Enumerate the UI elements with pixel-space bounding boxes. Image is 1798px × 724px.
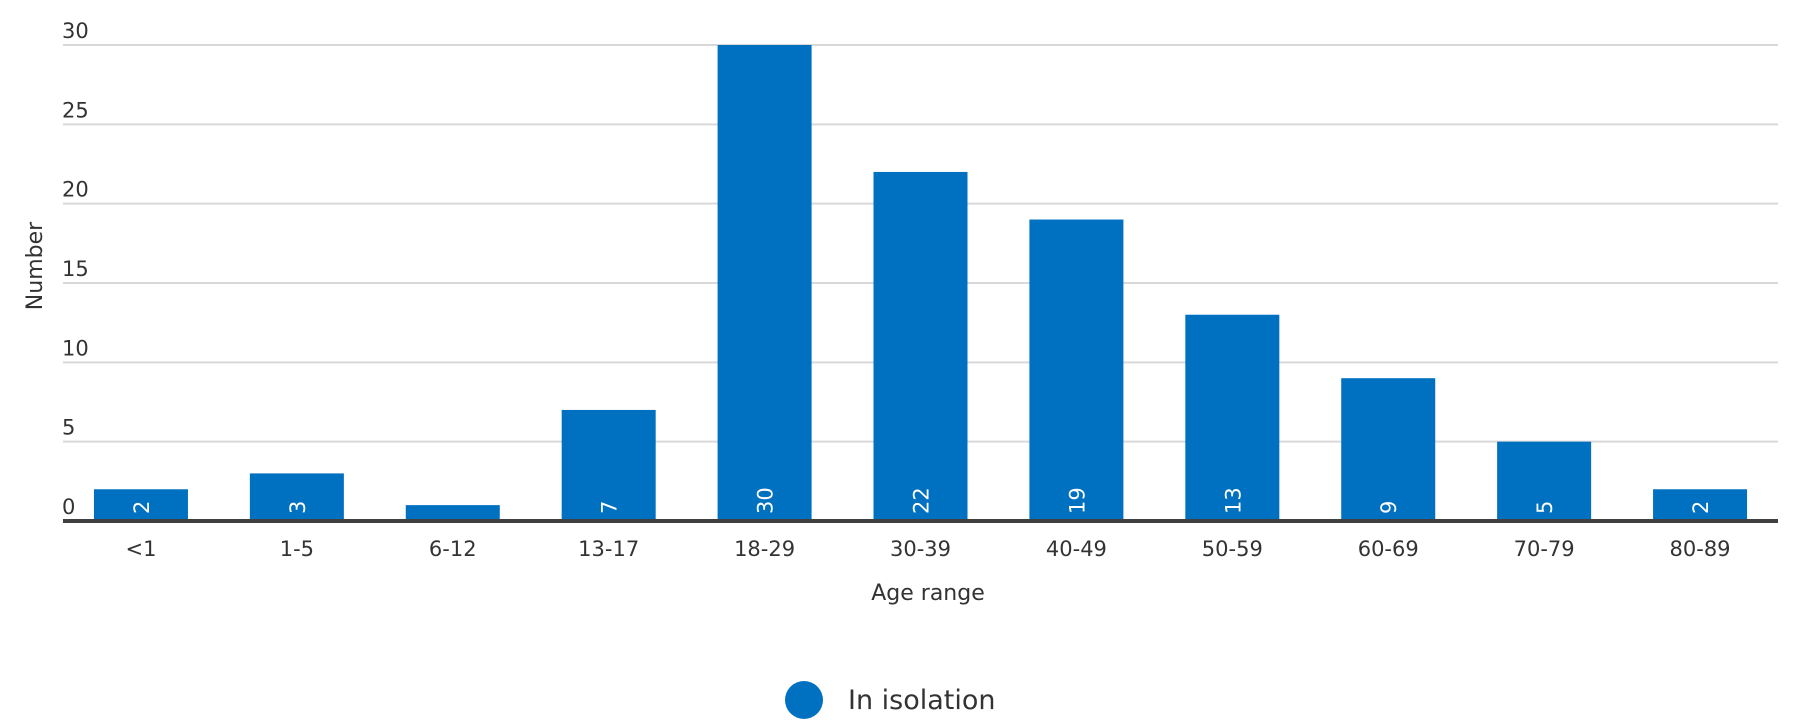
bar — [405, 505, 500, 521]
y-axis-title: Number — [23, 221, 48, 310]
x-tick-label: 1-5 — [280, 537, 314, 561]
x-tick-label: 18-29 — [734, 537, 795, 561]
bar — [717, 45, 812, 521]
y-tick-label: 25 — [62, 98, 89, 122]
x-tick-label: 60-69 — [1358, 537, 1419, 561]
bar-value-label: 2 — [130, 501, 154, 514]
bar — [1185, 314, 1280, 521]
y-tick-label: 10 — [62, 336, 89, 360]
bar — [249, 473, 344, 521]
y-tick-label: 30 — [62, 19, 89, 43]
legend: In isolation — [785, 681, 996, 719]
x-tick-label: 30-39 — [890, 537, 951, 561]
bar-group: 3 — [249, 473, 344, 521]
bar-value-label: 3 — [286, 501, 310, 514]
bar-group: 22 — [873, 171, 968, 521]
bar — [1653, 489, 1748, 521]
x-tick-label: <1 — [125, 537, 156, 561]
bar — [1497, 441, 1592, 521]
y-tick-label: 15 — [62, 257, 89, 281]
bar-value-label: 30 — [754, 487, 778, 514]
bar-group: 2 — [93, 489, 188, 521]
bar-group: 7 — [561, 409, 656, 521]
x-tick-label: 70-79 — [1514, 537, 1575, 561]
y-axis-ticks: 0 5 10 15 20 25 30 — [62, 19, 89, 519]
bar — [1029, 219, 1124, 522]
x-tick-label: 6-12 — [429, 537, 477, 561]
bar-value-label: 2 — [1689, 501, 1713, 514]
y-tick-label: 5 — [62, 416, 75, 440]
x-axis-ticks: <1 1-5 6-12 13-17 18-29 30-39 40-49 50-59 60-69 7… — [125, 537, 1730, 561]
bar-group: 19 — [1029, 219, 1124, 522]
legend-label: In isolation — [848, 685, 996, 716]
x-tick-label: 50-59 — [1202, 537, 1263, 561]
y-tick-label: 0 — [62, 495, 75, 519]
bar — [561, 409, 656, 521]
bar-group — [405, 505, 500, 521]
bar-value-label: 22 — [910, 487, 934, 514]
x-tick-label: 40-49 — [1046, 537, 1107, 561]
bar-group: 2 — [1653, 489, 1748, 521]
x-axis-title: Age range — [871, 581, 985, 606]
x-tick-label: 80-89 — [1670, 537, 1731, 561]
bar — [873, 171, 968, 521]
bar-value-label: 5 — [1533, 501, 1557, 514]
bar-group: 9 — [1341, 378, 1436, 521]
x-tick-label: 13-17 — [578, 537, 639, 561]
bars: 2 3 7 30 22 19 13 9 5 2 — [93, 45, 1748, 522]
bar — [93, 489, 188, 521]
y-tick-label: 20 — [62, 178, 89, 202]
bar-group: 30 — [717, 45, 812, 521]
bar-value-label: 19 — [1065, 487, 1089, 514]
bar-group: 5 — [1497, 441, 1592, 521]
bar-value-label: 7 — [598, 501, 622, 514]
bar — [1341, 378, 1436, 521]
bar-group: 13 — [1185, 314, 1280, 521]
bar-value-label: 13 — [1221, 487, 1245, 514]
bar-value-label: 9 — [1377, 501, 1401, 514]
legend-swatch — [785, 681, 823, 719]
